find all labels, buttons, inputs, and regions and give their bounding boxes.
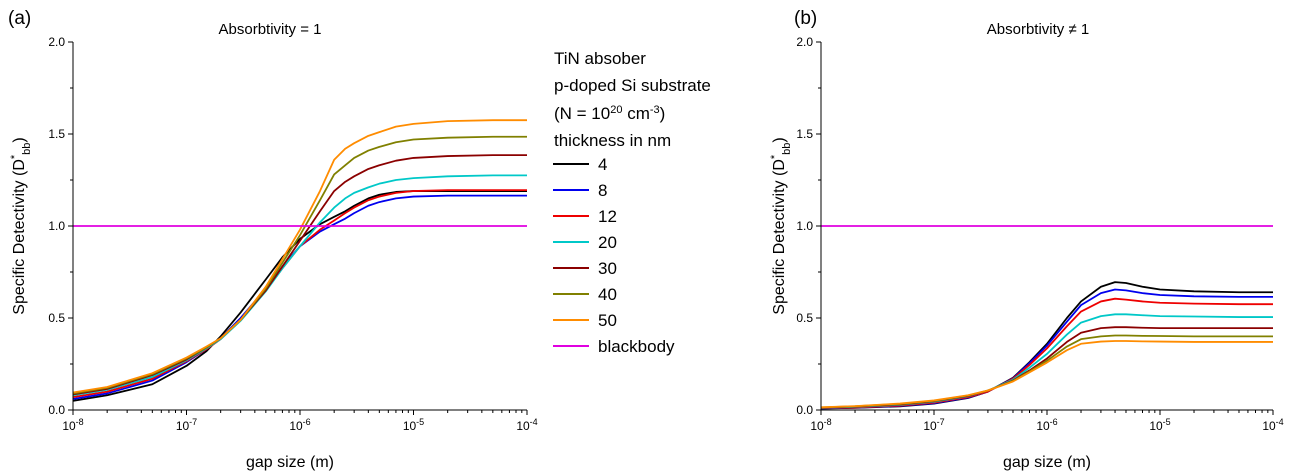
panel-a-plot-area: 10-8 10-7 10-6 10-5 10-4 0.0 0.5 1.0 1.5 2.0 — [48, 35, 537, 433]
legend-items: 4 8 12 20 30 40 50 blackbody — [553, 155, 675, 356]
panel-b-x-tick-label: 10-6 — [1036, 417, 1057, 433]
legend-header-line-1: TiN absober — [554, 49, 646, 68]
panel-b-y-tick-label: 0.0 — [796, 403, 813, 417]
panel-a-series-line-50 — [72, 119, 527, 394]
panel-a-ylabel-sub: bb — [21, 143, 33, 155]
panel-a-ylabel-end: ) — [11, 137, 28, 142]
legend-label-4: 4 — [598, 155, 607, 174]
panel-a-series-line-20 — [72, 174, 527, 397]
panel-a-series-line-12 — [72, 189, 527, 399]
panel-b-ylabel-sup: * — [769, 154, 781, 159]
panel-b-x-tick-label: 10-7 — [923, 417, 944, 433]
panel-a-x-tick-label: 10-4 — [516, 417, 537, 433]
legend: TiN absober p-doped Si substrate (N = 10… — [553, 49, 711, 356]
legend-label-50: 50 — [598, 311, 617, 330]
panel-b-ylabel-main: Specific Detectivity (D — [771, 159, 788, 315]
panel-a-y-tick-label: 2.0 — [48, 35, 65, 49]
legend-label-8: 8 — [598, 181, 607, 200]
panel-b: (b) Absorbtivity ≠ 1 10-8 10-7 10-6 10-5 10-… — [769, 8, 1284, 471]
panel-a-ylabel-sup: * — [9, 154, 21, 159]
panel-b-y-tick-label: 2.0 — [796, 35, 813, 49]
panel-b-y-tick-label: 0.5 — [796, 311, 813, 325]
panel-b-series-line-50 — [820, 340, 1273, 409]
panel-a-y-tick-label: 1.5 — [48, 127, 65, 141]
panel-b-xlabel: gap size (m) — [1003, 454, 1091, 471]
panel-a-x-tick-label: 10-8 — [62, 417, 83, 433]
panel-a-xlabel: gap size (m) — [246, 454, 334, 471]
panel-b-x-tick-label: 10-5 — [1149, 417, 1170, 433]
panel-a: (a) Absorbtivity = 1 10-8 10-7 10-6 10-5 10-… — [8, 8, 538, 471]
panel-a-title: Absorbtivity = 1 — [219, 21, 322, 38]
panel-a-x-tick-label: 10-7 — [176, 417, 197, 433]
panel-a-y-tick-label: 1.0 — [48, 219, 65, 233]
legend-label-20: 20 — [598, 233, 617, 252]
panel-a-series-group — [72, 119, 527, 402]
legend-header-line-4: thickness in nm — [554, 131, 671, 150]
panel-b-x-tick-label: 10-4 — [1262, 417, 1283, 433]
legend-label-12: 12 — [598, 207, 617, 226]
panel-a-label: (a) — [8, 8, 31, 29]
panel-a-ylabel-main: Specific Detectivity (D — [11, 159, 28, 315]
panel-b-ylabel-end: ) — [771, 137, 788, 142]
panel-b-ylabel: Specific Detectivity (D*bb) — [769, 137, 793, 314]
panel-b-ylabel-sub: bb — [781, 143, 793, 155]
panel-a-y-tick-label: 0.0 — [48, 403, 65, 417]
panel-a-x-tick-label: 10-5 — [403, 417, 424, 433]
panel-b-series-line-30 — [820, 326, 1273, 409]
panel-a-series-line-4 — [72, 190, 527, 402]
panel-b-y-tick-label: 1.0 — [796, 219, 813, 233]
legend-label-blackbody: blackbody — [598, 337, 675, 356]
legend-header-line-3: (N = 1020 cm-3) — [554, 104, 665, 123]
panel-b-y-tick-label: 1.5 — [796, 127, 813, 141]
legend-label-30: 30 — [598, 259, 617, 278]
panel-b-label: (b) — [794, 8, 817, 29]
panel-b-plot-area: 10-8 10-7 10-6 10-5 10-4 0.0 0.5 1.0 1.5 2.0 — [796, 35, 1283, 433]
panel-b-title: Absorbtivity ≠ 1 — [987, 21, 1089, 38]
panel-b-series-group — [820, 225, 1273, 410]
panel-b-x-tick-label: 10-8 — [810, 417, 831, 433]
panel-a-ylabel: Specific Detectivity (D*bb) — [9, 137, 33, 314]
panel-a-y-tick-label: 0.5 — [48, 311, 65, 325]
legend-header-line-2: p-doped Si substrate — [554, 76, 711, 95]
panel-b-series-line-12 — [820, 297, 1273, 410]
panel-a-x-tick-label: 10-6 — [289, 417, 310, 433]
legend-label-40: 40 — [598, 285, 617, 304]
